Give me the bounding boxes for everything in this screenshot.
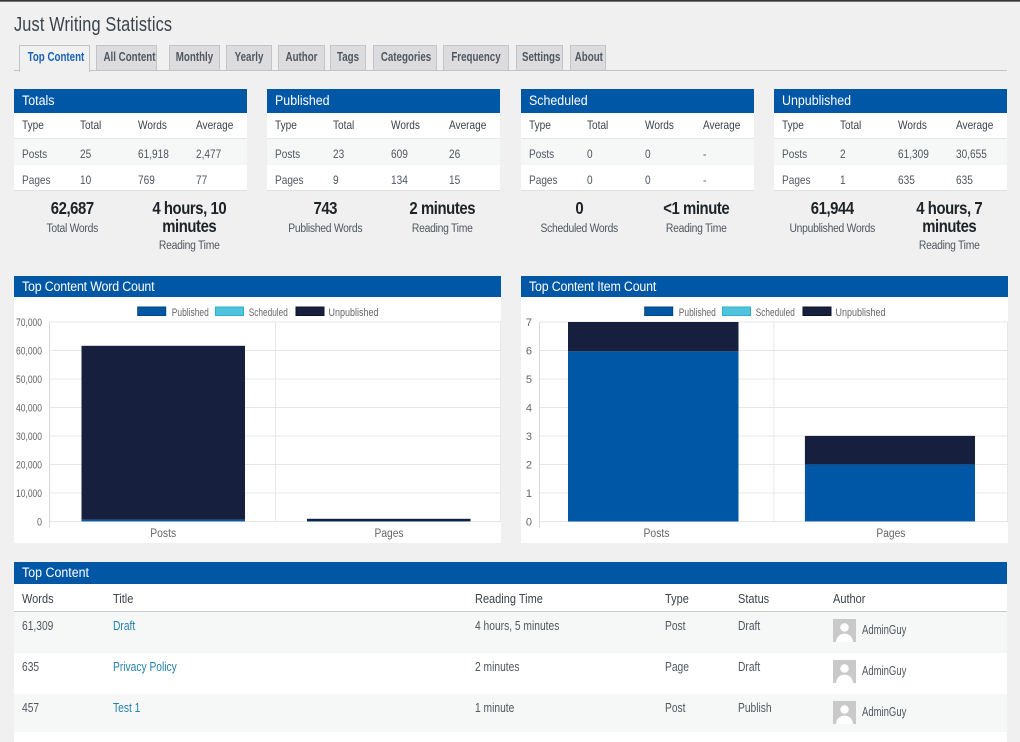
svg-text:Posts: Posts [150,528,176,540]
svg-text:10,000: 10,000 [16,488,42,500]
svg-text:7: 7 [526,317,532,329]
svg-text:Scheduled: Scheduled [249,307,288,319]
svg-text:3: 3 [526,431,532,443]
svg-text:6: 6 [526,346,532,358]
svg-text:Unpublished: Unpublished [329,307,379,319]
svg-text:60,000: 60,000 [16,346,42,358]
svg-text:Unpublished: Unpublished [836,307,886,319]
svg-text:4: 4 [526,403,532,415]
svg-text:Pages: Pages [876,528,905,540]
svg-text:Posts: Posts [644,528,670,540]
svg-text:0: 0 [526,517,532,529]
svg-text:5: 5 [526,374,532,386]
svg-text:Pages: Pages [375,528,404,540]
svg-text:20,000: 20,000 [16,460,42,472]
svg-text:Published: Published [172,307,209,319]
svg-text:50,000: 50,000 [16,374,42,386]
svg-text:40,000: 40,000 [16,403,42,415]
svg-text:1: 1 [526,488,532,500]
svg-text:Scheduled: Scheduled [756,307,795,319]
svg-text:Published: Published [679,307,716,319]
svg-text:0: 0 [37,517,42,529]
svg-text:70,000: 70,000 [16,317,42,329]
svg-text:30,000: 30,000 [16,431,42,443]
svg-text:2: 2 [526,460,532,472]
